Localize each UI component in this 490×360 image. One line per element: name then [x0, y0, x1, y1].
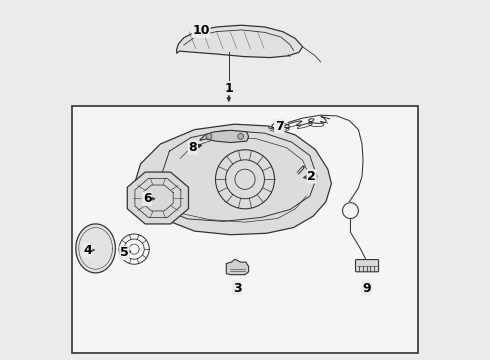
Text: 10: 10: [193, 24, 210, 37]
Polygon shape: [226, 259, 248, 275]
Circle shape: [238, 134, 244, 139]
Text: 9: 9: [363, 282, 371, 294]
Text: 3: 3: [233, 282, 242, 294]
Text: 1: 1: [224, 82, 233, 95]
Text: 7: 7: [275, 120, 284, 132]
Polygon shape: [176, 25, 303, 58]
FancyBboxPatch shape: [356, 260, 379, 272]
Text: 8: 8: [189, 141, 197, 154]
Polygon shape: [76, 224, 116, 273]
Polygon shape: [200, 130, 248, 143]
Polygon shape: [133, 124, 331, 235]
Text: 2: 2: [307, 170, 316, 183]
Bar: [72, 106, 418, 353]
Text: 4: 4: [83, 244, 92, 257]
Polygon shape: [127, 172, 189, 224]
Text: 6: 6: [143, 192, 151, 205]
Text: 5: 5: [120, 246, 129, 259]
Circle shape: [206, 134, 212, 139]
